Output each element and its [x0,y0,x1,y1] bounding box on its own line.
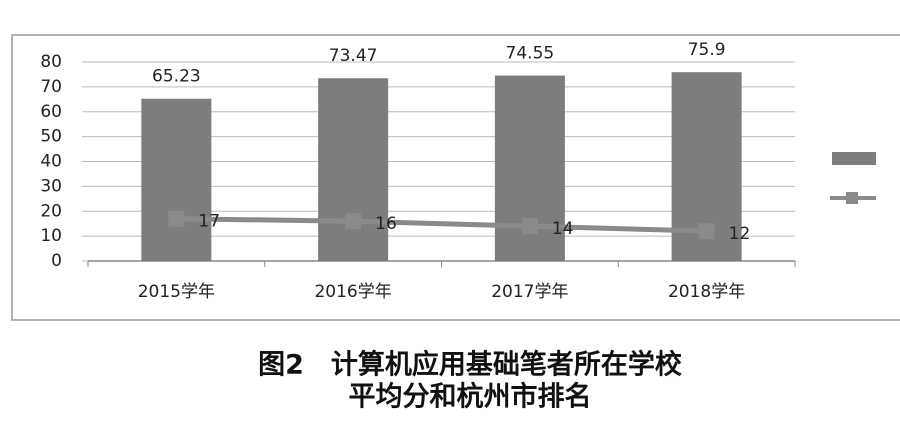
point [521,218,538,235]
point [168,210,185,227]
y-tick-label: 40 [40,152,62,172]
y-tick-label: 70 [40,77,62,97]
y-tick-label: 20 [40,201,62,221]
x-tick-label: 2018学年 [668,282,745,302]
point [345,213,362,230]
bar [141,98,212,261]
bar [318,78,389,261]
legend-swatch [832,152,876,165]
legend-marker [846,192,858,204]
data-label: 14 [552,219,574,239]
y-tick-label: 0 [51,251,62,271]
x-tick-label: 2016学年 [314,282,391,302]
line [176,216,707,234]
y-tick-label: 60 [40,102,62,122]
data-label: 17 [198,212,220,232]
data-label: 12 [729,224,751,244]
x-tick-label: 2015学年 [138,282,215,302]
point [698,223,715,240]
data-label: 65.23 [152,67,201,87]
y-tick-label: 50 [40,127,62,147]
data-label: 75.9 [688,40,726,60]
caption-line: 平均分和杭州市排名 [349,381,592,413]
caption-line: 图2 计算机应用基础笔者所在学校 [258,349,682,381]
y-tick-label: 30 [40,176,62,196]
data-label: 73.47 [329,46,378,66]
data-label: 74.55 [506,44,555,64]
x-tick-label: 2017学年 [491,282,568,302]
chart-frame [11,34,900,321]
y-tick-label: 80 [40,52,62,72]
y-tick-label: 10 [40,226,62,246]
data-label: 16 [375,214,397,234]
